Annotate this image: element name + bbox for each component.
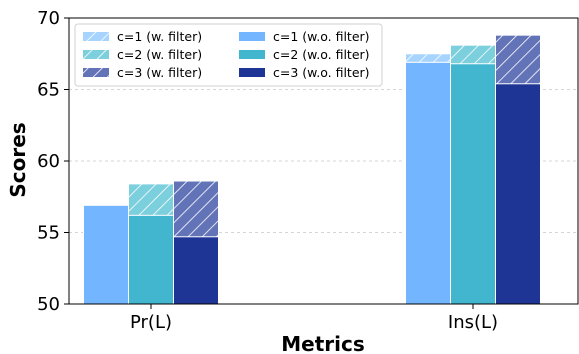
y-tick-label: 60 bbox=[37, 151, 60, 172]
legend: c=1 (w. filter) c=2 (w. filter) c=3 (w. fi… bbox=[74, 23, 383, 87]
legend-box bbox=[74, 23, 383, 87]
bar-c=1 (w.o. filter) bbox=[405, 61, 451, 305]
x-tick-label: Pr(L) bbox=[130, 312, 172, 333]
legend-swatch-hatch bbox=[83, 50, 109, 59]
y-tick-label: 55 bbox=[37, 223, 60, 244]
x-tick-label: Ins(L) bbox=[448, 312, 498, 333]
legend-label: c=1 (w. filter) bbox=[117, 29, 202, 44]
legend-swatch-hatch bbox=[83, 68, 109, 77]
y-axis-title: Scores bbox=[6, 122, 30, 197]
bars bbox=[83, 34, 541, 305]
legend-swatch-hatch bbox=[83, 32, 109, 41]
y-tick-label: 70 bbox=[37, 8, 60, 29]
plot-frame bbox=[68, 17, 579, 305]
bar-c=2 (w.o. filter) bbox=[128, 214, 174, 305]
legend-swatch bbox=[239, 32, 265, 41]
y-tick-label: 65 bbox=[37, 80, 60, 101]
legend-label: c=3 (w. filter) bbox=[117, 65, 202, 80]
bar-c=3 (w.o. filter) bbox=[495, 83, 541, 305]
bar-c=2 (w.o. filter) bbox=[450, 63, 496, 305]
y-tick-label: 50 bbox=[37, 294, 60, 315]
legend-swatch bbox=[239, 68, 265, 77]
bar-c=1 (w.o. filter) bbox=[83, 204, 129, 305]
axes bbox=[64, 17, 579, 309]
legend-label: c=2 (w.o. filter) bbox=[273, 47, 370, 62]
legend-label: c=1 (w.o. filter) bbox=[273, 29, 370, 44]
x-axis-title: Metrics bbox=[281, 332, 365, 354]
legend-label: c=2 (w. filter) bbox=[117, 47, 202, 62]
tick-labels: 50 55 60 65 70 Pr(L) Ins(L) bbox=[37, 8, 498, 333]
bar-c=3 (w.o. filter) bbox=[173, 236, 219, 305]
legend-label: c=3 (w.o. filter) bbox=[273, 65, 370, 80]
legend-swatch bbox=[239, 50, 265, 59]
